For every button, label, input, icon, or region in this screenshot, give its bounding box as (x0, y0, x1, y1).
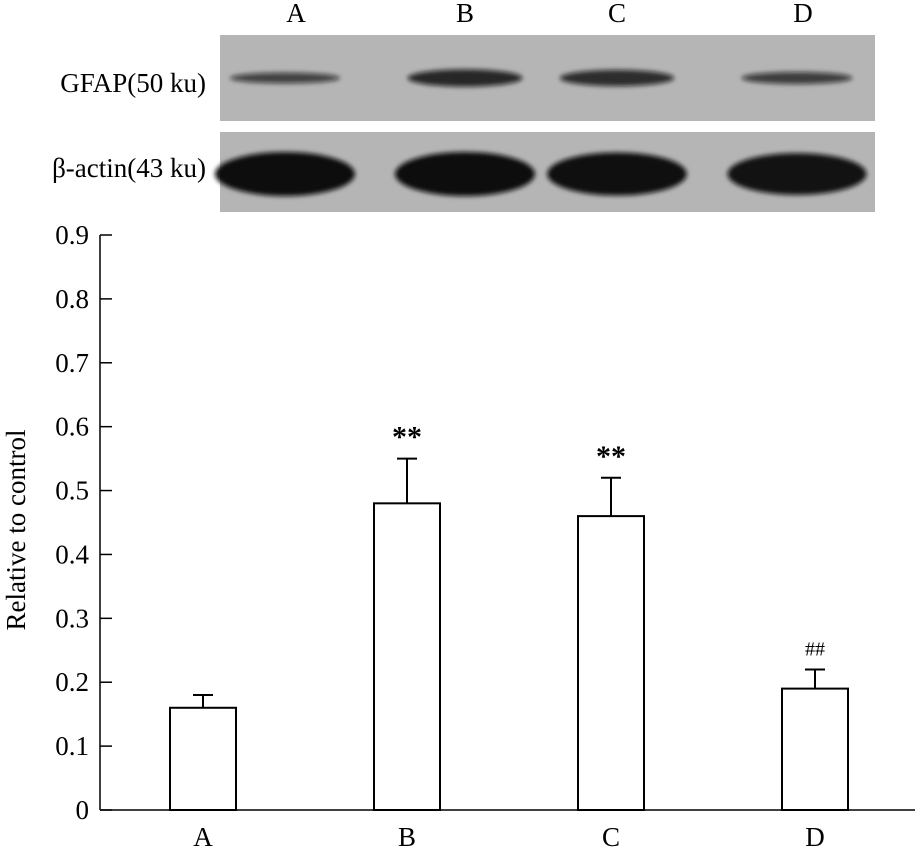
y-ticks: 0 0.1 0.2 0.3 0.4 0.5 0.6 0.7 0.8 0.9 (55, 220, 112, 825)
gfap-band (559, 69, 675, 87)
blot-lane-label: D (793, 0, 813, 28)
gfap-band (741, 72, 853, 84)
blot-lane-label: C (608, 0, 626, 28)
y-tick-label: 0.7 (55, 348, 89, 378)
beta-actin-band (395, 152, 535, 196)
x-category-labels: A B C D (193, 822, 825, 849)
western-blot-panel: A B C D GFAP(50 ku) β-actin(43 ku) (52, 0, 875, 212)
y-tick-label: 0.5 (55, 476, 89, 506)
gfap-row-label: GFAP(50 ku) (60, 68, 206, 98)
y-tick-label: 0.9 (55, 220, 89, 250)
bar (577, 515, 645, 811)
x-category-label: C (602, 822, 620, 849)
y-tick-label: 0.3 (55, 603, 89, 633)
x-category-label: D (805, 822, 825, 849)
y-tick-label: 0 (76, 795, 90, 825)
x-category-label: B (398, 822, 416, 849)
bar (169, 706, 237, 811)
gfap-band (229, 72, 341, 84)
bar (781, 687, 849, 811)
blot-lane-label: A (286, 0, 306, 28)
y-tick-label: 0.4 (55, 539, 89, 569)
bar-chart: Relative to control 00.10.20.30.40.50.60… (1, 220, 915, 849)
blot-lane-label: B (456, 0, 474, 28)
bar (373, 502, 441, 811)
bars: ** ** ## (169, 421, 849, 811)
y-tick-label: 0.1 (55, 731, 89, 761)
beta-actin-band (547, 152, 687, 196)
y-tick-label: 0.2 (55, 667, 89, 697)
y-axis-title: Relative to control (1, 430, 31, 631)
beta-actin-band (727, 153, 867, 195)
y-tick-label: 0.6 (55, 412, 89, 442)
gfap-band (407, 69, 523, 87)
y-tick-label: 0.8 (55, 284, 89, 314)
significance-label: ** (392, 421, 422, 454)
beta-actin-band (215, 152, 355, 196)
blot-bands (215, 69, 867, 196)
beta-actin-row-label: β-actin(43 ku) (52, 153, 206, 183)
significance-label: ** (596, 440, 626, 473)
significance-label: ## (805, 638, 825, 660)
x-category-label: A (193, 822, 213, 849)
